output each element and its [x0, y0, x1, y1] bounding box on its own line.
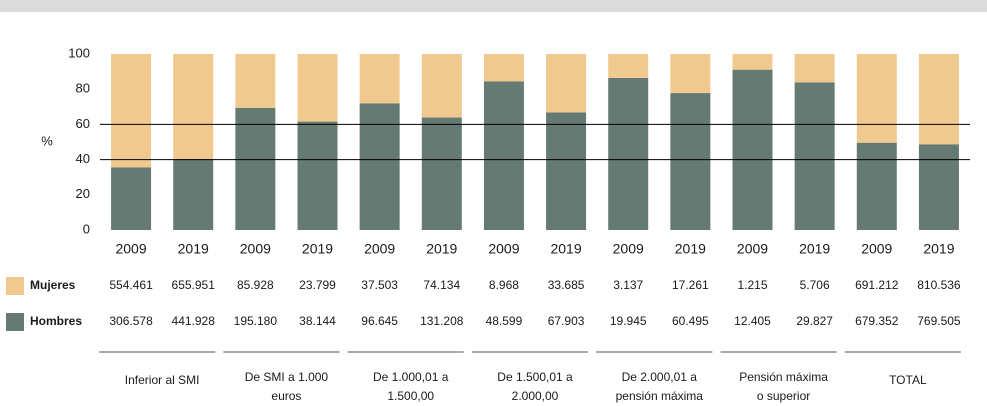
- y-tick-label: 100: [68, 45, 90, 60]
- bar-segment: [546, 54, 587, 113]
- bar-segment: [297, 54, 338, 122]
- bar-segment: [794, 54, 835, 83]
- table-cell: 195.180: [234, 314, 278, 328]
- table-cell: 769.505: [917, 314, 961, 328]
- y-tick-label: 60: [76, 116, 90, 131]
- x-tick-label: 2009: [737, 241, 768, 257]
- table-cell: 38.144: [299, 314, 336, 328]
- group-label: TOTAL: [889, 373, 927, 387]
- table-cell: 37.503: [361, 278, 398, 292]
- x-tick-label: 2009: [240, 241, 271, 257]
- group-label: o superior: [757, 389, 810, 403]
- table-cell: 17.261: [672, 278, 709, 292]
- table-cell: 12.405: [734, 314, 771, 328]
- bar-segment: [856, 142, 897, 230]
- bar-segment: [670, 93, 711, 231]
- bar-segment: [608, 77, 649, 230]
- y-tick-label: 20: [76, 186, 90, 201]
- table-cell: 554.461: [109, 278, 153, 292]
- bar-segment: [111, 54, 152, 168]
- bar-segment: [918, 54, 959, 145]
- group-label: pensión máxima: [616, 389, 704, 403]
- x-tick-label: 2019: [923, 241, 954, 257]
- legend-label: Mujeres: [30, 278, 76, 292]
- y-tick-label: 80: [76, 81, 90, 96]
- table-cell: 19.945: [610, 314, 647, 328]
- bar-segment: [608, 54, 649, 78]
- group-label: Pensión máxima: [739, 370, 828, 384]
- table-cell: 60.495: [672, 314, 709, 328]
- group-label: 1.500,00: [387, 389, 434, 403]
- bar-segment: [546, 112, 587, 230]
- table-cell: 679.352: [855, 314, 899, 328]
- table-cell: 33.685: [548, 278, 585, 292]
- table-cell: 5.706: [800, 278, 830, 292]
- bar-segment: [918, 144, 959, 230]
- group-label: euros: [271, 389, 301, 403]
- bar-segment: [235, 54, 276, 108]
- group-label: 2.000,00: [512, 389, 559, 403]
- x-tick-label: 2009: [364, 241, 395, 257]
- group-label: De 1.500,01 a: [497, 370, 573, 384]
- table-cell: 306.578: [109, 314, 153, 328]
- y-tick-label: 40: [76, 151, 90, 166]
- y-tick-label: 0: [83, 221, 90, 236]
- x-tick-label: 2019: [426, 241, 457, 257]
- table-cell: 655.951: [172, 278, 216, 292]
- legend-label: Hombres: [30, 314, 82, 328]
- group-label: De 1.000,01 a: [373, 370, 449, 384]
- bar-segment: [732, 69, 773, 230]
- bar-segment: [359, 103, 400, 230]
- table-cell: 48.599: [486, 314, 523, 328]
- bar-segment: [856, 54, 897, 143]
- bar-segment: [732, 54, 773, 70]
- bar-segment: [483, 81, 524, 231]
- y-axis-label: %: [41, 133, 53, 148]
- bar-segment: [421, 54, 462, 118]
- x-tick-label: 2009: [115, 241, 146, 257]
- x-tick-label: 2019: [178, 241, 209, 257]
- x-tick-label: 2019: [302, 241, 333, 257]
- table-cell: 441.928: [172, 314, 216, 328]
- table-cell: 23.799: [299, 278, 336, 292]
- table-cell: 8.968: [489, 278, 519, 292]
- bar-segment: [235, 107, 276, 230]
- group-label: De 2.000,01 a: [622, 370, 698, 384]
- bar-segment: [173, 54, 214, 160]
- bar-segment: [421, 117, 462, 230]
- bar-segment: [173, 159, 214, 230]
- x-tick-label: 2019: [675, 241, 706, 257]
- top-band: [0, 0, 987, 12]
- x-tick-label: 2019: [799, 241, 830, 257]
- table-cell: 691.212: [855, 278, 899, 292]
- bar-segment: [670, 54, 711, 94]
- table-cell: 85.928: [237, 278, 274, 292]
- bar-segment: [297, 121, 338, 230]
- table-cell: 131.208: [420, 314, 464, 328]
- x-tick-label: 2019: [550, 241, 581, 257]
- group-label: Inferior al SMI: [125, 373, 200, 387]
- x-tick-label: 2009: [488, 241, 519, 257]
- legend-swatch: [6, 277, 24, 295]
- legend-swatch: [6, 313, 24, 331]
- table-cell: 74.134: [423, 278, 460, 292]
- table-cell: 810.536: [917, 278, 961, 292]
- x-tick-label: 2009: [613, 241, 644, 257]
- bar-segment: [359, 54, 400, 104]
- x-tick-label: 2009: [861, 241, 892, 257]
- table-cell: 29.827: [796, 314, 833, 328]
- group-label: De SMI a 1.000: [245, 370, 329, 384]
- table-cell: 1.215: [737, 278, 767, 292]
- bar-segment: [794, 82, 835, 230]
- bar-segment: [483, 54, 524, 82]
- table-cell: 3.137: [613, 278, 643, 292]
- table-cell: 96.645: [361, 314, 398, 328]
- table-cell: 67.903: [548, 314, 585, 328]
- bar-segment: [111, 167, 152, 230]
